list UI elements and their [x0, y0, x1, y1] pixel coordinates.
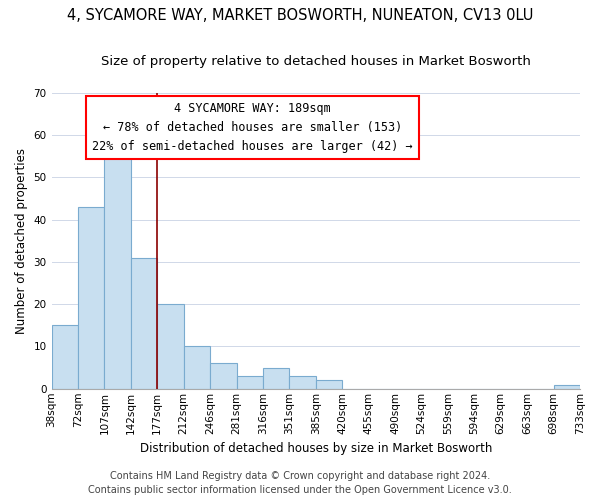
- Text: 4, SYCAMORE WAY, MARKET BOSWORTH, NUNEATON, CV13 0LU: 4, SYCAMORE WAY, MARKET BOSWORTH, NUNEAT…: [67, 8, 533, 22]
- Bar: [78, 207, 104, 389]
- Bar: [289, 376, 316, 389]
- Bar: [104, 148, 131, 389]
- Bar: [131, 258, 157, 389]
- X-axis label: Distribution of detached houses by size in Market Bosworth: Distribution of detached houses by size …: [140, 442, 492, 455]
- Text: Contains HM Land Registry data © Crown copyright and database right 2024.
Contai: Contains HM Land Registry data © Crown c…: [88, 471, 512, 495]
- Bar: [263, 368, 289, 389]
- Bar: [157, 304, 184, 389]
- Bar: [52, 326, 78, 389]
- Text: 4 SYCAMORE WAY: 189sqm
← 78% of detached houses are smaller (153)
22% of semi-de: 4 SYCAMORE WAY: 189sqm ← 78% of detached…: [92, 102, 413, 152]
- Bar: [210, 364, 236, 389]
- Bar: [316, 380, 342, 389]
- Bar: [236, 376, 263, 389]
- Y-axis label: Number of detached properties: Number of detached properties: [15, 148, 28, 334]
- Title: Size of property relative to detached houses in Market Bosworth: Size of property relative to detached ho…: [101, 55, 531, 68]
- Bar: [184, 346, 210, 389]
- Bar: [554, 384, 580, 389]
